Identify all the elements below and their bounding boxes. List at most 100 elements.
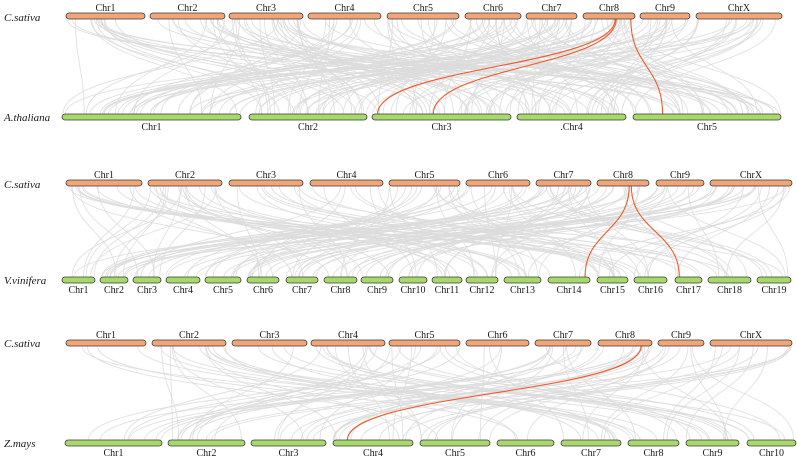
background-link bbox=[196, 345, 378, 441]
background-link bbox=[595, 18, 758, 115]
background-link bbox=[582, 345, 646, 441]
background-link bbox=[83, 185, 135, 278]
background-link bbox=[548, 18, 659, 115]
panel1-bottom-chromosome-label: Chr3 bbox=[432, 122, 452, 133]
background-link bbox=[623, 185, 677, 278]
panel3-bottom-chromosome-label: Chr2 bbox=[197, 448, 217, 458]
background-link bbox=[216, 18, 292, 115]
background-link bbox=[387, 18, 552, 115]
panel3-top-chromosome-label: Chr4 bbox=[338, 330, 358, 341]
panel3-top-chromosome-chr9 bbox=[657, 339, 705, 347]
panel2-bottom-chromosome-chr7 bbox=[285, 276, 319, 284]
panel3-top-chromosome-label: ChrX bbox=[740, 330, 763, 341]
panel1-top-chromosome-chr7 bbox=[525, 12, 578, 20]
background-link bbox=[379, 185, 658, 278]
background-link bbox=[332, 345, 664, 441]
background-link bbox=[272, 185, 786, 278]
panel1-bottom-chromosome-chr5 bbox=[632, 113, 782, 121]
background-link bbox=[189, 18, 338, 115]
panel2-top-chromosome-chr6 bbox=[465, 179, 531, 187]
panel2-bottom-chromosome-chr13 bbox=[503, 276, 542, 284]
background-link bbox=[198, 185, 479, 278]
background-link bbox=[312, 345, 791, 441]
background-link bbox=[271, 18, 365, 115]
background-link bbox=[184, 185, 666, 278]
highlight-link-chr8-chr17 bbox=[630, 185, 680, 278]
background-link bbox=[388, 18, 455, 115]
panel3-bottom-chromosome-chr9 bbox=[685, 439, 740, 447]
panel2-top-chromosome-label: Chr9 bbox=[670, 170, 690, 181]
background-link bbox=[569, 185, 726, 278]
panel1-bottom-chromosome-chr1 bbox=[61, 113, 242, 121]
background-link bbox=[283, 18, 525, 115]
background-link bbox=[505, 18, 687, 115]
panel3-top-chromosome-label: Chr5 bbox=[415, 330, 435, 341]
panel2-bottom-chromosome-label: Chr6 bbox=[253, 285, 273, 296]
background-link bbox=[322, 345, 726, 441]
species-label: C.sativa bbox=[4, 12, 41, 24]
background-link bbox=[101, 185, 471, 278]
background-link bbox=[464, 18, 622, 115]
panel2-bottom-chromosome-chr14 bbox=[547, 276, 591, 284]
background-link bbox=[444, 185, 560, 278]
panel3-bottom-chromosome-label: Chr5 bbox=[445, 448, 465, 458]
panel3-top-chromosome-chr8 bbox=[597, 339, 653, 347]
background-link bbox=[212, 345, 635, 441]
background-link bbox=[526, 345, 650, 441]
background-link bbox=[272, 18, 441, 115]
panel2-bottom-chromosome-chr2 bbox=[99, 276, 129, 284]
background-link bbox=[531, 18, 541, 115]
background-link bbox=[73, 185, 573, 278]
background-link bbox=[647, 185, 744, 278]
panel2-bottom-chromosome-label: Chr9 bbox=[367, 285, 387, 296]
background-link bbox=[391, 345, 404, 441]
background-link bbox=[723, 345, 768, 441]
background-link bbox=[189, 18, 302, 115]
background-link bbox=[318, 18, 564, 115]
panel1-top-chromosome-label: Chr7 bbox=[542, 3, 562, 14]
panel3-bottom-chromosome-label: Chr6 bbox=[516, 448, 536, 458]
background-link bbox=[633, 185, 762, 278]
background-link bbox=[100, 18, 566, 115]
panel1-top-chromosome-label: Chr5 bbox=[413, 3, 433, 14]
panel3-top-chromosome-chr1 bbox=[65, 339, 147, 347]
background-link bbox=[318, 18, 330, 115]
panel2-top-chromosome-label: Chr3 bbox=[256, 170, 276, 181]
background-link bbox=[495, 18, 537, 115]
panel2-bottom-chromosome-chr12 bbox=[465, 276, 499, 284]
panel3-top-chromosome-label: Chr1 bbox=[96, 330, 116, 341]
background-link bbox=[93, 185, 164, 278]
background-link bbox=[236, 18, 712, 115]
background-link bbox=[204, 185, 523, 278]
background-link bbox=[255, 18, 362, 115]
background-link bbox=[214, 185, 451, 278]
panel2-top-chromosome-chr1 bbox=[65, 179, 143, 187]
background-link bbox=[456, 185, 526, 278]
background-link bbox=[217, 18, 618, 115]
background-link bbox=[408, 185, 591, 278]
background-link bbox=[291, 345, 650, 441]
panel1-bottom-chromosome-chr2 bbox=[248, 113, 368, 121]
panel2-bottom-chromosome-chr16 bbox=[633, 276, 668, 284]
background-link bbox=[249, 185, 506, 278]
background-link bbox=[667, 185, 786, 278]
background-link bbox=[455, 345, 691, 441]
panel3-bottom-chromosome-chr1 bbox=[64, 439, 163, 447]
background-link bbox=[152, 185, 181, 278]
background-link bbox=[200, 18, 557, 115]
panel1-top-chromosome-chr3 bbox=[228, 12, 304, 20]
panel3-top-chromosome-chr7 bbox=[534, 339, 592, 347]
panel2-top-chromosome-label: Chr6 bbox=[488, 170, 508, 181]
background-link bbox=[365, 185, 666, 278]
panel1-top-chromosome-label: Chr8 bbox=[599, 3, 619, 14]
panel3-top-chromosome-chr6 bbox=[465, 339, 530, 347]
background-link bbox=[397, 345, 732, 441]
background-link bbox=[104, 18, 378, 115]
background-link bbox=[435, 185, 475, 278]
background-link bbox=[570, 18, 737, 115]
background-link bbox=[185, 185, 348, 278]
background-link bbox=[140, 185, 341, 278]
background-link bbox=[159, 185, 447, 278]
background-link bbox=[613, 18, 667, 115]
panel2-bottom-chromosome-chr17 bbox=[674, 276, 703, 284]
